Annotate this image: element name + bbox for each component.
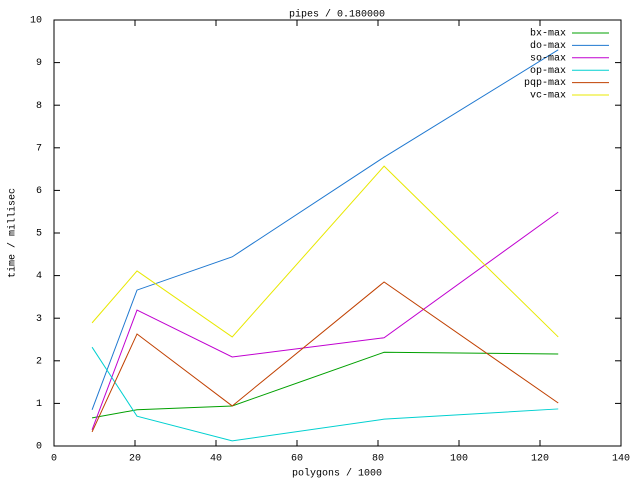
series-line [91,351,559,419]
series-line [91,165,559,338]
y-tick-label: 6 [36,186,42,197]
legend-label: op-max [530,66,566,77]
series-line [91,346,559,442]
y-tick-label: 3 [36,314,42,325]
legend-label: so-max [530,53,566,64]
x-tick-label: 80 [372,454,384,465]
legend-label: pqp-max [524,78,566,89]
series-line [91,49,559,410]
chart-title: pipes / 0.180000 [289,9,385,21]
x-tick-label: 60 [291,454,303,465]
x-tick-label: 100 [450,454,468,465]
x-tick-label: 40 [210,454,222,465]
series-line [91,281,559,433]
x-tick-label: 140 [612,454,630,465]
x-tick-label: 20 [129,454,141,465]
x-axis-label: polygons / 1000 [292,468,382,480]
series-line [91,211,559,430]
legend-label: do-max [530,40,566,52]
y-tick-label: 7 [36,143,42,154]
y-axis-label: time / millisec [7,188,19,278]
y-tick-label: 0 [36,442,42,453]
y-tick-label: 1 [36,399,42,410]
legend-label: vc-max [530,91,566,102]
legend-label: bx-max [530,28,566,40]
x-tick-label: 120 [531,454,549,465]
y-tick-label: 2 [36,356,42,367]
y-tick-label: 5 [36,229,42,240]
y-tick-label: 10 [30,16,42,27]
y-tick-label: 4 [36,271,42,282]
y-tick-label: 8 [36,101,42,112]
y-tick-label: 9 [36,58,42,69]
x-tick-label: 0 [51,454,57,465]
